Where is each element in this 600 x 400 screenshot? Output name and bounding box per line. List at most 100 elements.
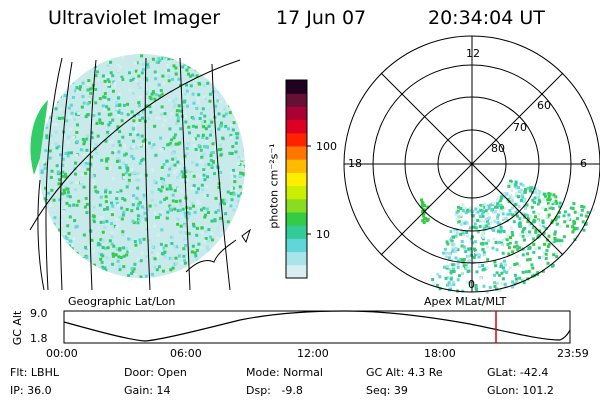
- aurora-dot: [498, 204, 502, 208]
- speckle-dot: [195, 163, 199, 167]
- speckle-dot: [226, 238, 230, 242]
- speckle-dot: [159, 89, 163, 92]
- aurora-dot: [481, 235, 485, 239]
- speckle-dot: [145, 254, 148, 258]
- speckle-dot: [124, 152, 128, 156]
- speckle-dot: [185, 104, 189, 108]
- speckle-dot: [160, 228, 164, 232]
- speckle-dot: [219, 60, 223, 64]
- speckle-dot: [240, 240, 244, 244]
- aurora-dot: [481, 214, 485, 218]
- speckle-dot: [120, 119, 124, 123]
- aurora-dot: [436, 283, 439, 287]
- speckle-dot: [173, 244, 177, 248]
- speckle-dot: [108, 166, 112, 170]
- speckle-dot: [110, 222, 113, 226]
- speckle-dot: [50, 169, 54, 173]
- speckle-dot: [106, 246, 110, 250]
- aurora-dot: [472, 219, 476, 223]
- colorbar-swatch: [286, 251, 307, 266]
- colorbar-swatch: [286, 119, 307, 134]
- speckle-dot: [232, 57, 235, 61]
- speckle-dot: [172, 136, 176, 140]
- speckle-dot: [68, 244, 72, 248]
- aurora-dot: [522, 281, 526, 285]
- speckle-dot: [44, 186, 47, 190]
- aurora-dot: [546, 202, 550, 206]
- speckle-dot: [52, 198, 56, 202]
- aurora-dot: [450, 258, 454, 262]
- aurora-dot: [518, 233, 522, 237]
- speckle-dot: [120, 111, 124, 115]
- aurora-dot: [582, 228, 586, 232]
- speckle-dot: [131, 145, 135, 149]
- mlt-label-18: 18: [348, 157, 362, 170]
- aurora-dot: [544, 252, 548, 256]
- aurora-dot: [504, 216, 508, 220]
- speckle-dot: [218, 218, 222, 222]
- speckle-dot: [92, 114, 96, 117]
- speckle-dot: [92, 220, 96, 224]
- speckle-dot: [174, 256, 178, 260]
- speckle-dot: [154, 153, 158, 157]
- speckle-dot: [219, 147, 223, 151]
- speckle-dot: [203, 114, 207, 118]
- speckle-dot: [195, 190, 199, 194]
- aurora-dot: [527, 246, 531, 250]
- speckle-dot: [130, 272, 134, 275]
- speckle-dot: [218, 271, 222, 275]
- speckle-dot: [205, 145, 209, 149]
- speckle-dot: [184, 214, 188, 218]
- aurora-dot: [459, 258, 463, 262]
- aurora-dot: [501, 243, 505, 247]
- speckle-dot: [230, 103, 234, 107]
- speckle-dot: [105, 256, 109, 260]
- aurora-dot: [477, 206, 481, 209]
- speckle-dot: [40, 76, 44, 80]
- aurora-dot: [491, 220, 495, 224]
- aurora-dot: [481, 247, 485, 251]
- aurora-dot: [526, 233, 530, 237]
- aurora-dot: [501, 212, 505, 216]
- speckle-dot: [200, 155, 204, 159]
- speckle-dot: [173, 103, 177, 107]
- aurora-dot: [494, 240, 498, 244]
- speckle-dot: [196, 100, 200, 104]
- speckle-dot: [241, 184, 245, 188]
- speckle-dot: [196, 265, 200, 269]
- aurora-dot: [487, 239, 490, 243]
- aurora-dot: [421, 219, 425, 223]
- aurora-dot: [449, 277, 453, 281]
- speckle-dot: [226, 220, 230, 224]
- aurora-dot: [519, 188, 523, 192]
- speckle-dot: [241, 92, 245, 96]
- speckle-dot: [189, 84, 193, 88]
- speckle-dot: [155, 73, 159, 77]
- aurora-dot: [513, 263, 517, 266]
- speckle-dot: [122, 210, 126, 214]
- aurora-dot: [498, 273, 501, 277]
- speckle-dot: [233, 174, 237, 178]
- aurora-dot: [521, 183, 525, 187]
- speckle-dot: [76, 73, 80, 77]
- speckle-dot: [114, 246, 118, 250]
- speckle-dot: [100, 253, 104, 257]
- speckle-dot: [138, 216, 142, 220]
- speckle-dot: [107, 80, 111, 84]
- speckle-dot: [89, 162, 93, 166]
- speckle-dot: [85, 256, 89, 259]
- speckle-dot: [205, 136, 209, 140]
- speckle-dot: [171, 77, 175, 81]
- speckle-dot: [49, 255, 53, 258]
- speckle-dot: [232, 228, 236, 232]
- speckle-dot: [118, 103, 121, 107]
- speckle-dot: [225, 83, 229, 87]
- speckle-dot: [104, 188, 108, 192]
- speckle-dot: [73, 219, 77, 223]
- speckle-dot: [109, 56, 112, 59]
- speckle-dot: [171, 266, 175, 270]
- speckle-dot: [221, 55, 225, 59]
- aurora-dot: [462, 258, 466, 261]
- speckle-dot: [204, 213, 207, 217]
- speckle-dot: [89, 165, 93, 168]
